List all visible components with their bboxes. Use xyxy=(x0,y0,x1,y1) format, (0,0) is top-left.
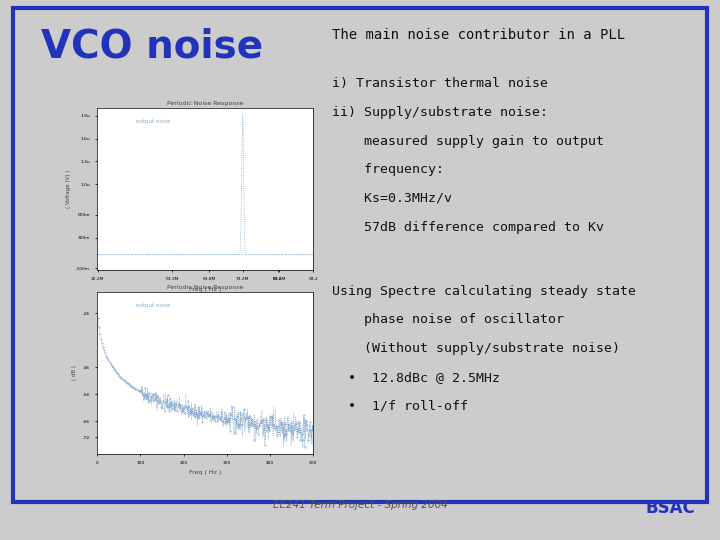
Text: EE241 Term Project - Spring 2004: EE241 Term Project - Spring 2004 xyxy=(273,500,447,510)
Title: Periodic Noise Response: Periodic Noise Response xyxy=(167,285,243,290)
Text: VCO noise: VCO noise xyxy=(41,28,263,66)
Text: 57dB difference compared to Kv: 57dB difference compared to Kv xyxy=(332,220,604,234)
Text: The main noise contributor in a PLL: The main noise contributor in a PLL xyxy=(332,28,626,42)
Y-axis label: ( dB ): ( dB ) xyxy=(73,365,78,380)
Text: •  12.8dBc @ 2.5MHz: • 12.8dBc @ 2.5MHz xyxy=(332,371,500,384)
Title: Periodic Noise Response: Periodic Noise Response xyxy=(167,101,243,106)
Text: output noise: output noise xyxy=(136,303,171,308)
Text: Using Spectre calculating steady state: Using Spectre calculating steady state xyxy=(332,285,636,298)
Text: (Without supply/substrate noise): (Without supply/substrate noise) xyxy=(332,342,620,355)
X-axis label: Freq ( Hz ): Freq ( Hz ) xyxy=(189,287,221,292)
Text: •  1/f roll-off: • 1/f roll-off xyxy=(332,400,468,413)
Text: measured supply gain to output: measured supply gain to output xyxy=(332,134,604,147)
Text: BSAC: BSAC xyxy=(645,500,695,517)
Text: phase noise of oscillator: phase noise of oscillator xyxy=(332,313,564,327)
Text: Ks=0.3MHz/v: Ks=0.3MHz/v xyxy=(332,192,452,205)
Text: output noise: output noise xyxy=(136,119,171,124)
Text: frequency:: frequency: xyxy=(332,163,444,176)
Text: i) Transistor thermal noise: i) Transistor thermal noise xyxy=(332,77,548,90)
Y-axis label: ( Voltage (V) ): ( Voltage (V) ) xyxy=(66,170,71,208)
Text: ii) Supply/substrate noise:: ii) Supply/substrate noise: xyxy=(332,106,548,119)
X-axis label: Freq ( Hz ): Freq ( Hz ) xyxy=(189,470,221,475)
